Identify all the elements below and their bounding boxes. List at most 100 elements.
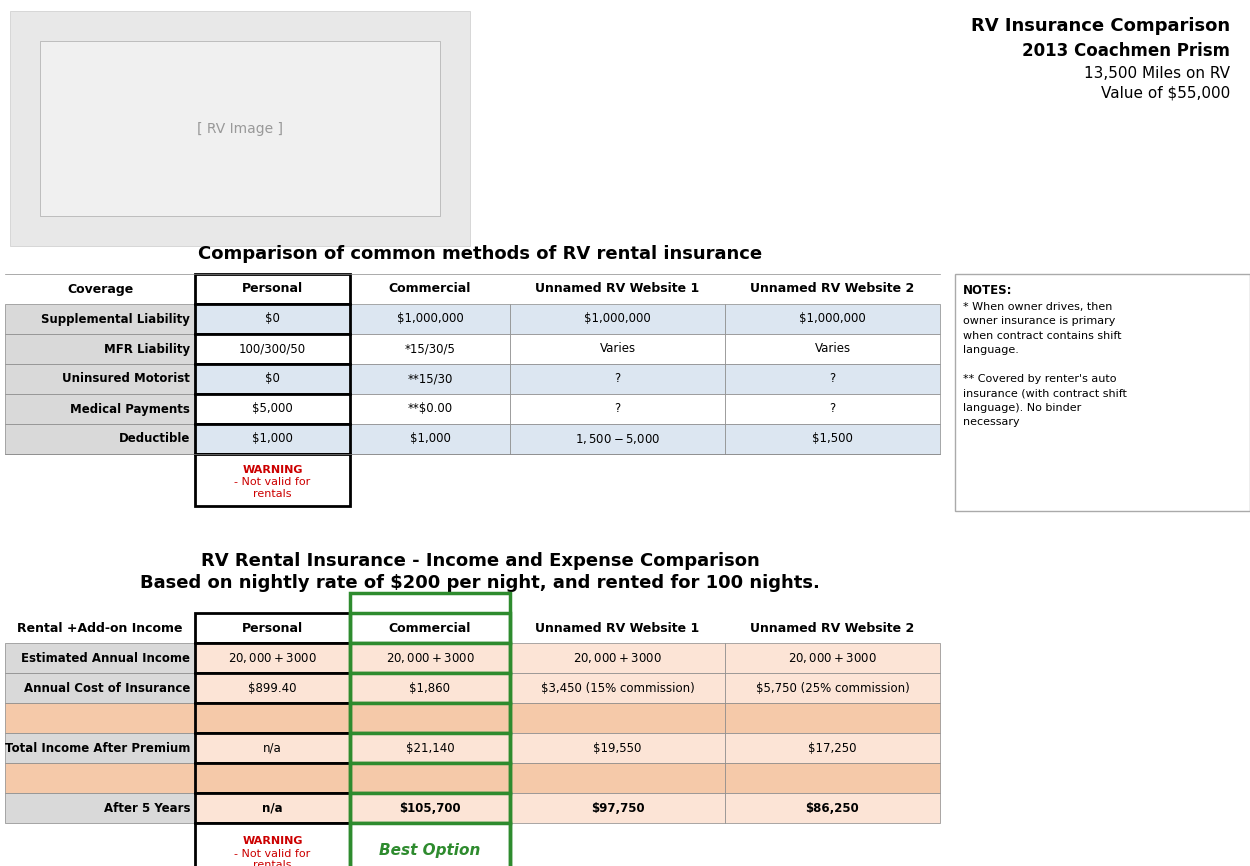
Bar — [350, 304, 510, 334]
Text: [ RV Image ]: [ RV Image ] — [198, 121, 282, 135]
Text: $21,140: $21,140 — [406, 741, 454, 754]
Text: $0: $0 — [265, 313, 280, 326]
Text: n/a: n/a — [264, 741, 282, 754]
Text: *15/30/5: *15/30/5 — [405, 342, 455, 356]
Text: Medical Payments: Medical Payments — [70, 403, 190, 416]
Text: Coverage: Coverage — [68, 282, 134, 295]
Text: **15/30: **15/30 — [408, 372, 452, 385]
Bar — [5, 763, 195, 793]
Text: $1,000,000: $1,000,000 — [799, 313, 866, 326]
Bar — [510, 304, 725, 334]
Bar — [40, 41, 440, 216]
Bar — [5, 364, 195, 394]
Bar — [725, 793, 940, 823]
Bar — [510, 394, 725, 424]
Text: $20,000 + $3000: $20,000 + $3000 — [228, 651, 318, 665]
Text: Varies: Varies — [600, 342, 635, 356]
Text: RV Insurance Comparison: RV Insurance Comparison — [971, 17, 1230, 35]
Text: NOTES:: NOTES: — [962, 284, 1012, 297]
Bar — [350, 424, 510, 454]
Text: MFR Liability: MFR Liability — [104, 342, 190, 356]
Bar — [510, 763, 725, 793]
Bar — [350, 733, 510, 763]
Bar — [5, 673, 195, 703]
Bar — [725, 424, 940, 454]
Bar — [350, 593, 510, 866]
Bar — [5, 424, 195, 454]
Bar — [195, 823, 350, 866]
Bar — [5, 613, 195, 643]
Text: $19,550: $19,550 — [594, 741, 641, 754]
Bar — [510, 673, 725, 703]
Bar — [195, 733, 350, 763]
Text: Based on nightly rate of $200 per night, and rented for 100 nights.: Based on nightly rate of $200 per night,… — [140, 574, 820, 592]
Text: $97,750: $97,750 — [591, 802, 644, 815]
Text: $20,000 + $3000: $20,000 + $3000 — [572, 651, 662, 665]
Text: * When owner drives, then
owner insurance is primary
when contract contains shif: * When owner drives, then owner insuranc… — [962, 302, 1128, 427]
Text: Unnamed RV Website 1: Unnamed RV Website 1 — [535, 282, 700, 295]
Text: $3,450 (15% commission): $3,450 (15% commission) — [540, 682, 695, 695]
Bar — [725, 304, 940, 334]
Bar — [510, 334, 725, 364]
Bar — [10, 11, 470, 246]
Bar — [5, 733, 195, 763]
Text: $899.40: $899.40 — [249, 682, 296, 695]
Bar — [725, 274, 940, 304]
Text: $5,000: $5,000 — [253, 403, 292, 416]
Bar — [195, 304, 350, 334]
Bar — [350, 643, 510, 673]
Text: $5,750 (25% commission): $5,750 (25% commission) — [755, 682, 910, 695]
Bar — [5, 334, 195, 364]
Bar — [725, 733, 940, 763]
Text: $1,000: $1,000 — [410, 432, 450, 445]
Bar — [5, 274, 195, 304]
Bar — [5, 304, 195, 334]
Bar — [195, 394, 350, 424]
Text: ?: ? — [830, 372, 835, 385]
Text: Unnamed RV Website 2: Unnamed RV Website 2 — [750, 282, 915, 295]
Text: Varies: Varies — [815, 342, 850, 356]
Text: 13,500 Miles on RV: 13,500 Miles on RV — [1084, 66, 1230, 81]
Bar — [350, 394, 510, 424]
Bar — [195, 673, 350, 703]
Text: WARNING: WARNING — [242, 465, 302, 475]
Bar — [510, 364, 725, 394]
Text: $20,000 + $3000: $20,000 + $3000 — [788, 651, 878, 665]
Bar — [955, 274, 1250, 511]
Bar — [725, 673, 940, 703]
Text: Value of $55,000: Value of $55,000 — [1101, 86, 1230, 100]
Bar — [195, 334, 350, 364]
Text: RV Rental Insurance - Income and Expense Comparison: RV Rental Insurance - Income and Expense… — [200, 552, 760, 570]
Bar — [350, 613, 510, 643]
Bar — [350, 364, 510, 394]
Bar — [5, 643, 195, 673]
Text: $1,000: $1,000 — [253, 432, 292, 445]
Bar — [510, 643, 725, 673]
Text: **$0.00: **$0.00 — [408, 403, 452, 416]
Bar — [195, 454, 350, 506]
Bar — [5, 703, 195, 733]
Bar — [725, 613, 940, 643]
Text: $1,000,000: $1,000,000 — [584, 313, 651, 326]
Bar — [725, 364, 940, 394]
Bar — [5, 793, 195, 823]
Bar — [350, 334, 510, 364]
Bar — [350, 673, 510, 703]
Bar — [350, 703, 510, 733]
Bar — [350, 763, 510, 793]
Text: $0: $0 — [265, 372, 280, 385]
Bar — [195, 364, 350, 394]
Text: $105,700: $105,700 — [399, 802, 461, 815]
Bar — [725, 394, 940, 424]
Text: $1,500: $1,500 — [812, 432, 852, 445]
Bar — [195, 274, 350, 304]
Text: Unnamed RV Website 2: Unnamed RV Website 2 — [750, 622, 915, 635]
Bar — [195, 613, 350, 643]
Text: - Not valid for
rentals: - Not valid for rentals — [235, 849, 310, 866]
Text: Supplemental Liability: Supplemental Liability — [41, 313, 190, 326]
Text: Estimated Annual Income: Estimated Annual Income — [21, 651, 190, 664]
Bar — [5, 394, 195, 424]
Bar — [725, 703, 940, 733]
Bar — [725, 763, 940, 793]
Bar — [350, 274, 510, 304]
